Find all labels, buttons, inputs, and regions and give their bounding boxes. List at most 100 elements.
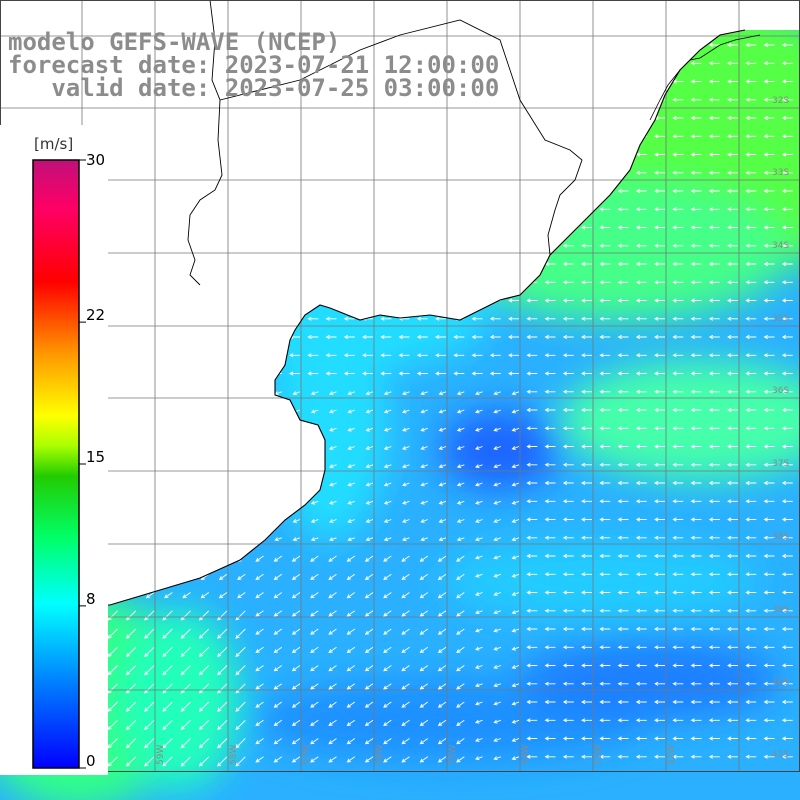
wind-arrow [781, 298, 793, 303]
wind-arrow [182, 573, 191, 580]
wind-arrow [270, 170, 282, 175]
wind-arrow [198, 719, 210, 731]
wind-arrow [745, 353, 757, 358]
wind-arrow [508, 97, 519, 102]
wind-arrow [526, 97, 538, 102]
wind-arrow [197, 298, 209, 303]
wind-arrow [234, 243, 246, 248]
wind-arrow [419, 610, 429, 617]
wind-arrow [218, 573, 228, 580]
wind-arrow [402, 409, 410, 414]
wind-arrow [526, 462, 538, 467]
wind-arrow [562, 699, 574, 705]
wind-arrow [617, 426, 629, 431]
wind-arrow [745, 188, 757, 194]
wind-arrow [745, 736, 757, 741]
wind-arrow [493, 555, 501, 560]
wind-arrow [672, 572, 684, 577]
wind-arrow [162, 646, 173, 658]
wind-arrow [708, 298, 720, 303]
wind-arrow [635, 699, 647, 705]
wind-arrow [493, 537, 501, 542]
wind-arrow [617, 663, 629, 668]
wind-arrow [581, 371, 592, 376]
wind-arrow [617, 261, 629, 267]
wind-arrow [708, 79, 720, 84]
wind-arrow [255, 738, 264, 745]
wind-arrow [398, 371, 410, 376]
wind-arrow [234, 261, 246, 267]
wind-arrow [125, 628, 137, 639]
wind-arrow [745, 663, 757, 668]
wind-arrow [198, 756, 210, 767]
wind-arrow [235, 665, 246, 676]
wind-arrow [763, 79, 775, 84]
wind-arrow [526, 371, 538, 376]
wind-arrow [365, 446, 374, 450]
wind-arrow [146, 464, 155, 469]
wind-arrow [143, 115, 154, 121]
wind-arrow [526, 42, 538, 48]
wind-arrow [511, 427, 520, 432]
wind-arrow [763, 699, 775, 705]
wind-arrow [599, 371, 611, 376]
wind-arrow [307, 298, 319, 303]
wind-arrow [329, 519, 337, 523]
wind-arrow [274, 464, 282, 469]
wind-arrow [162, 628, 173, 639]
wind-arrow [365, 409, 374, 414]
wind-arrow [128, 500, 136, 505]
wind-arrow [654, 134, 665, 139]
wind-arrow [453, 134, 465, 139]
wind-arrow [273, 555, 283, 562]
wind-arrow [256, 482, 264, 487]
wind-arrow [270, 353, 282, 358]
wind-arrow [635, 243, 647, 248]
wind-arrow [763, 444, 775, 449]
wind-arrow [672, 645, 684, 650]
wind-arrow [727, 626, 738, 632]
lagoa-dos-patos-shore [649, 34, 761, 121]
wind-arrow [216, 353, 227, 358]
wind-arrow [654, 389, 665, 394]
wind-arrow [511, 482, 520, 487]
wind-arrow [201, 409, 209, 414]
wind-arrow [511, 519, 520, 523]
wind-arrow [256, 537, 264, 542]
wind-arrow [435, 207, 446, 212]
lon-label: 56W [375, 745, 385, 765]
wind-arrow [435, 170, 446, 175]
lon-label: 53W [594, 745, 604, 765]
wind-arrow [307, 207, 319, 212]
wind-arrow [475, 391, 483, 396]
wind-arrow [183, 446, 191, 450]
wind-arrow [635, 535, 647, 540]
wind-arrow [544, 280, 556, 285]
wind-arrow [197, 170, 209, 175]
wind-arrow [617, 444, 629, 449]
wind-arrow [33, 115, 45, 121]
wind-arrow [745, 535, 757, 540]
wind-arrow [672, 389, 684, 394]
wind-arrow [745, 681, 757, 686]
wind-arrow [125, 646, 137, 658]
wind-arrow [438, 446, 447, 450]
wind-arrow [544, 699, 556, 705]
wind-arrow [125, 683, 137, 694]
wind-arrow [346, 646, 356, 653]
colorbar-ticks: 30 22 15 8 0 [79, 151, 105, 770]
wind-arrow [146, 446, 155, 450]
wind-arrow [270, 334, 282, 340]
wind-arrow [274, 409, 282, 414]
wind-arrow [526, 407, 538, 413]
wind-arrow [708, 645, 720, 650]
wind-arrow [438, 464, 447, 469]
wind-arrow [110, 482, 118, 487]
wind-arrow [398, 134, 410, 139]
wind-arrow [635, 462, 647, 467]
wind-arrow [635, 42, 647, 48]
wind-arrow [781, 243, 793, 248]
wind-arrow [237, 592, 246, 599]
wind-arrow [219, 391, 228, 396]
wind-arrow [617, 280, 629, 285]
